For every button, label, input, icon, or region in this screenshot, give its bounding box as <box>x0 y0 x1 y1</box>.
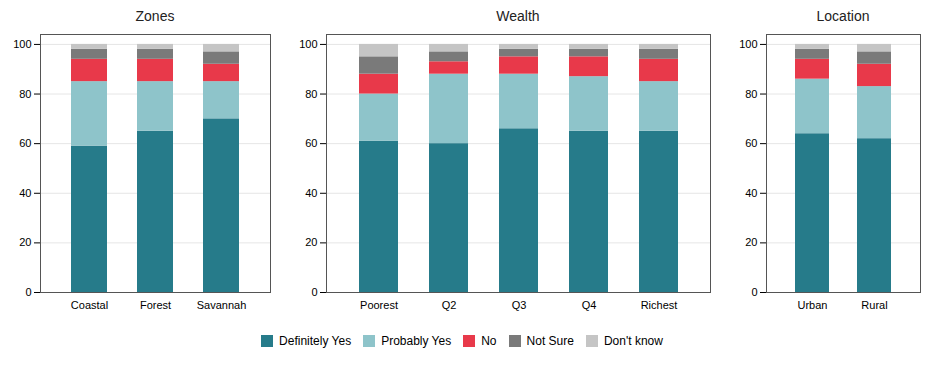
svg-text:20: 20 <box>305 236 317 248</box>
html-text:Not Sure: Not Sure <box>526 333 574 348</box>
svg-text:Rural: Rural <box>861 299 887 311</box>
svg-text:60: 60 <box>19 137 31 149</box>
svg-text:20: 20 <box>745 236 757 248</box>
svg-text:40: 40 <box>305 187 317 199</box>
svg-text:100: 100 <box>13 38 31 50</box>
svg-text:80: 80 <box>19 88 31 100</box>
html-text:Don't know: Don't know <box>603 333 663 348</box>
svg-text:60: 60 <box>305 137 317 149</box>
svg-text:Richest: Richest <box>641 299 678 311</box>
svg-text:Q4: Q4 <box>582 299 597 311</box>
html-text:Location: Location <box>816 8 870 24</box>
svg-text:Forest: Forest <box>140 299 171 311</box>
html-text:Zones: Zones <box>135 8 175 24</box>
svg-text:0: 0 <box>311 286 317 298</box>
svg-text:100: 100 <box>739 38 757 50</box>
svg-text:0: 0 <box>751 286 757 298</box>
svg-text:0: 0 <box>25 286 31 298</box>
svg-text:20: 20 <box>19 236 31 248</box>
svg-text:100: 100 <box>299 38 317 50</box>
html-text:Definitely Yes: Definitely Yes <box>279 333 352 348</box>
svg-text:Q2: Q2 <box>442 299 457 311</box>
svg-text:40: 40 <box>745 187 757 199</box>
svg-text:Poorest: Poorest <box>360 299 398 311</box>
svg-text:40: 40 <box>19 187 31 199</box>
svg-text:Coastal: Coastal <box>71 299 108 311</box>
svg-text:Q3: Q3 <box>512 299 527 311</box>
svg-text:80: 80 <box>305 88 317 100</box>
svg-text:60: 60 <box>745 137 757 149</box>
html-text:No: No <box>481 333 497 348</box>
svg-text:80: 80 <box>745 88 757 100</box>
svg-text:Savannah: Savannah <box>197 299 247 311</box>
html-text:Probably Yes: Probably Yes <box>381 333 452 348</box>
html-text:Wealth: Wealth <box>496 8 540 24</box>
svg-text:Urban: Urban <box>798 299 828 311</box>
